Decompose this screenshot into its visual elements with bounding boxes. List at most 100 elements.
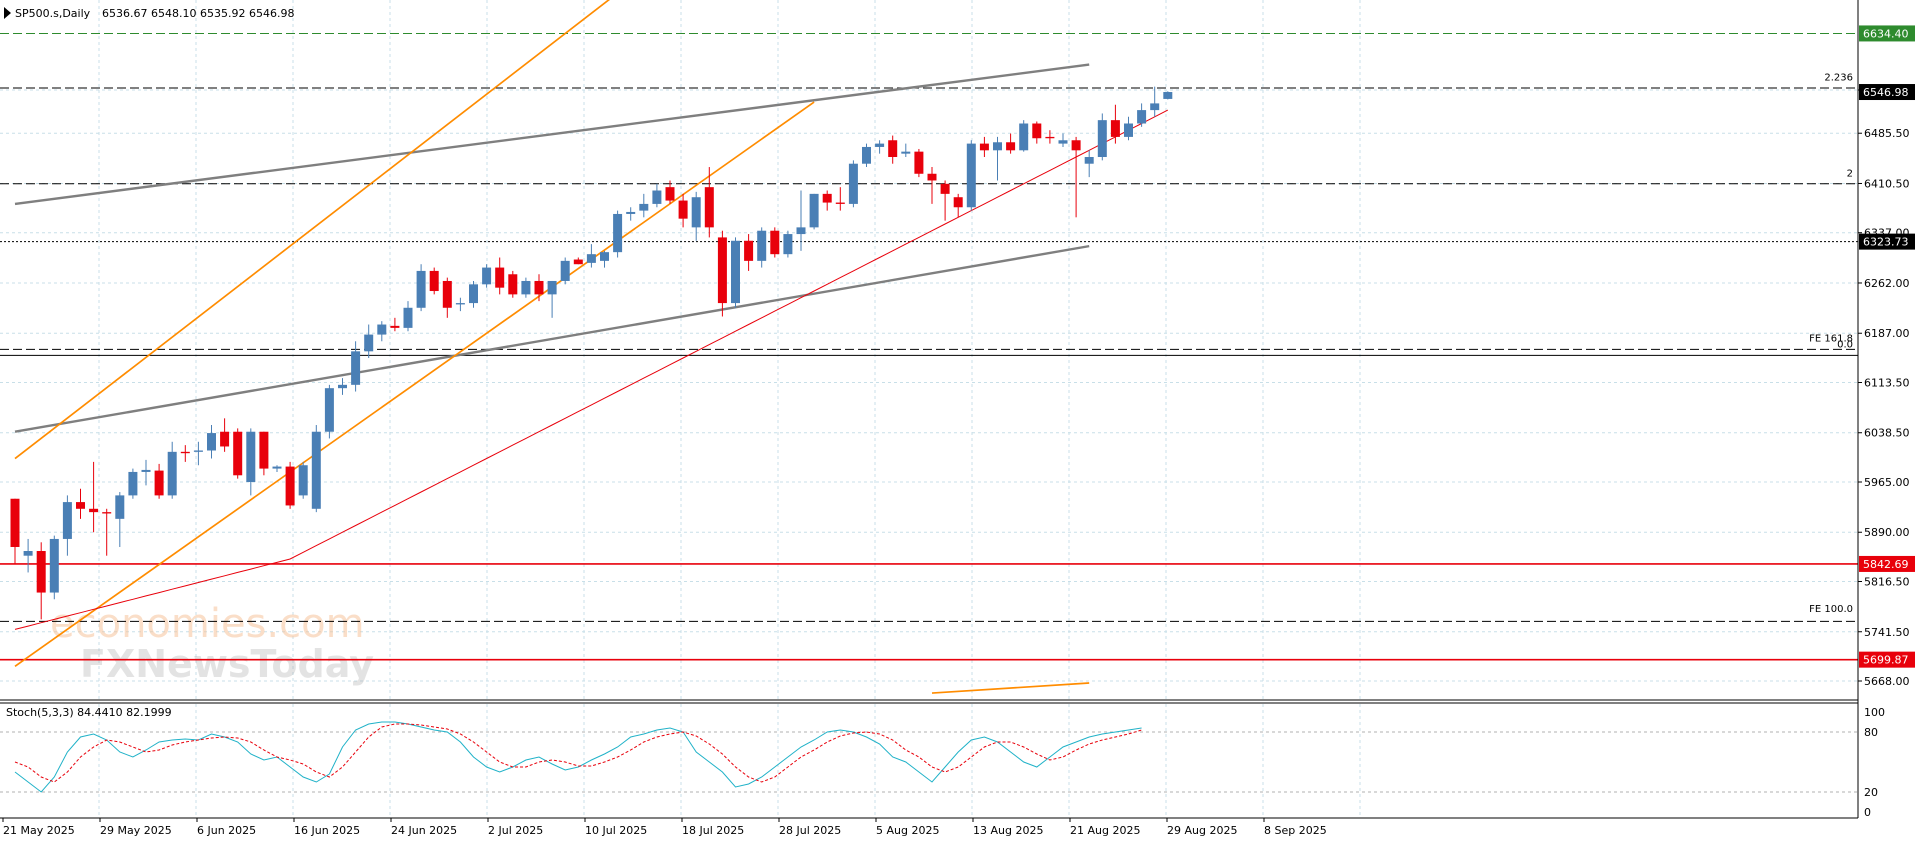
candle-body (272, 466, 282, 469)
candle (10, 498, 20, 565)
stoch-title: Stoch(5,3,3) 84.4410 82.1999 (6, 706, 172, 719)
candle-body (89, 508, 99, 513)
candle-body (901, 151, 911, 154)
time-tick-label: 21 May 2025 (3, 824, 75, 837)
candle (534, 274, 544, 302)
candle-body (927, 173, 937, 181)
price-badge-bg (1859, 84, 1915, 101)
candle-body (744, 240, 754, 261)
candle (128, 468, 138, 499)
candle (665, 180, 675, 204)
trendline[interactable] (931, 682, 1090, 694)
price-badge-label: 6323.73 (1863, 236, 1909, 249)
candle-body (613, 213, 623, 253)
candle (1019, 120, 1029, 152)
candle-body (600, 252, 609, 261)
candle (626, 207, 636, 221)
candle (1084, 150, 1094, 178)
candle-body (1006, 142, 1016, 151)
candle (691, 191, 701, 241)
candle (259, 431, 269, 476)
candle (822, 190, 832, 211)
trendline[interactable] (14, 63, 1090, 206)
candle (429, 267, 439, 295)
candle (940, 180, 950, 221)
time-tick-label: 16 Jun 2025 (294, 824, 360, 837)
trendline[interactable] (14, 101, 815, 667)
price-tick-label: 6485.50 (1864, 127, 1910, 140)
level-label: FE 100.0 (1809, 604, 1853, 615)
price-badge-bg (1859, 233, 1915, 250)
time-tick-label: 24 Jun 2025 (391, 824, 457, 837)
candle (953, 193, 963, 218)
header: SP500.s,Daily 6536.67 6548.10 6535.92 65… (4, 7, 294, 20)
stoch-axis: 100 80 20 0 (1864, 706, 1885, 819)
candle-body (76, 502, 85, 509)
candle (875, 140, 885, 154)
candle-body (521, 280, 531, 295)
candle-body (429, 270, 439, 292)
stoch-tick-label: 20 (1864, 786, 1878, 799)
candle (495, 257, 505, 295)
candle-body (665, 187, 675, 201)
candle (744, 234, 754, 271)
candle-body (1110, 120, 1120, 137)
candle (573, 257, 583, 265)
candle (796, 190, 806, 251)
candle (298, 461, 308, 499)
level-labels: 2.236 2 FE 161.80.0 FE 100.0 (1809, 73, 1853, 615)
time-tick-label: 8 Sep 2025 (1264, 824, 1327, 837)
time-tick-label: 2 Jul 2025 (488, 824, 543, 837)
candle-body (390, 325, 400, 328)
candle (966, 140, 976, 211)
candle (1163, 91, 1173, 100)
candle (521, 277, 531, 298)
candle-body (1150, 103, 1160, 111)
candle-body (1097, 120, 1107, 158)
price-tick-label: 6038.50 (1864, 427, 1910, 440)
candle (442, 277, 452, 318)
candle-body (167, 451, 177, 496)
candle-body (311, 431, 321, 509)
candle (324, 384, 334, 439)
candle (1150, 86, 1160, 117)
candle-body (62, 502, 72, 539)
time-axis[interactable]: 21 May 2025 29 May 2025 6 Jun 2025 16 Jun 2… (2, 818, 1327, 837)
price-tick-label: 6187.00 (1864, 327, 1910, 340)
time-tick-label: 10 Jul 2025 (585, 824, 647, 837)
candle (508, 270, 518, 298)
candle-body (1084, 157, 1094, 164)
candle (652, 183, 662, 208)
candle (220, 418, 230, 452)
candle (311, 425, 321, 513)
candle (901, 143, 911, 158)
candle (600, 250, 609, 268)
candle (403, 301, 413, 332)
candle (102, 508, 112, 556)
candle-body (862, 146, 871, 164)
candle (1032, 121, 1042, 144)
candle-body (233, 431, 243, 476)
time-tick-label: 29 May 2025 (100, 824, 172, 837)
trendline[interactable] (14, 0, 657, 460)
candle (1006, 133, 1016, 154)
stoch-lines (14, 721, 1142, 793)
candles-layer (10, 86, 1173, 620)
trendline[interactable] (14, 244, 1090, 433)
candle-body (1032, 123, 1042, 139)
chart-menu-arrow-icon[interactable] (4, 7, 11, 19)
price-badge-bg (1859, 25, 1915, 42)
candle-body (809, 193, 819, 228)
moving-average-line (14, 109, 1169, 630)
candle (285, 461, 295, 509)
candle (207, 425, 216, 459)
candle-body (403, 307, 413, 328)
candle (154, 463, 164, 499)
candle-body (822, 193, 832, 203)
candle (1124, 116, 1133, 141)
candle (979, 136, 989, 158)
candle (390, 317, 400, 332)
candle-body (914, 151, 924, 174)
